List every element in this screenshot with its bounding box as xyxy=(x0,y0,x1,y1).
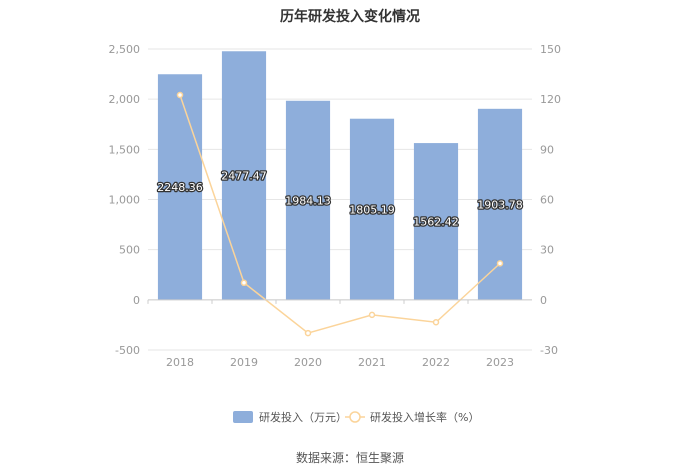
x-tick-label: 2022 xyxy=(422,356,450,369)
bar-value-label-outline: 2477.47 xyxy=(221,170,267,183)
x-tick-label: 2019 xyxy=(230,356,258,369)
bar-value-label-outline: 2248.36 xyxy=(157,181,203,194)
x-tick-label: 2018 xyxy=(166,356,194,369)
line-point xyxy=(240,279,248,287)
bar xyxy=(349,118,395,300)
legend-line-label: 研发投入增长率（%） xyxy=(370,410,479,424)
right-tick-label: 30 xyxy=(540,244,554,257)
bar-value-label: 2477.47 xyxy=(221,170,267,183)
legend-bar-swatch xyxy=(233,411,253,423)
bar xyxy=(221,51,267,300)
legend-bar-label: 研发投入（万元） xyxy=(259,410,347,424)
line-series xyxy=(176,91,504,337)
bar xyxy=(285,100,331,300)
bar-value-label-outline: 1903.78 xyxy=(477,198,523,211)
bar-value-label: 1562.42 xyxy=(413,215,459,228)
bar-value-label-outline: 1562.42 xyxy=(413,215,459,228)
gridlines xyxy=(148,48,532,351)
bar-value-label-outline: 1805.19 xyxy=(349,203,395,216)
left-tick-label: -500 xyxy=(115,344,140,357)
right-tick-label: 120 xyxy=(540,93,561,106)
right-tick-label: 0 xyxy=(540,294,547,307)
bar-value-label: 2248.36 xyxy=(157,181,203,194)
right-tick-label: 90 xyxy=(540,143,554,156)
bar-value-label: 1984.13 xyxy=(285,194,331,207)
left-tick-label: 2,000 xyxy=(109,93,141,106)
line-point xyxy=(368,311,376,319)
left-tick-label: 2,500 xyxy=(109,43,141,56)
right-tick-label: 150 xyxy=(540,43,561,56)
left-tick-label: 500 xyxy=(119,244,140,257)
line-point xyxy=(176,91,184,99)
data-labels: 2248.362248.362477.472477.471984.131984.… xyxy=(156,168,524,229)
left-tick-label: 1,000 xyxy=(109,194,141,207)
left-tick-label: 0 xyxy=(133,294,140,307)
legend-line-marker xyxy=(349,411,361,423)
legend[interactable]: 研发投入（万元） 研发投入增长率（%） xyxy=(233,410,479,424)
x-tick-label: 2021 xyxy=(358,356,386,369)
chart-title: 历年研发投入变化情况 xyxy=(280,9,420,25)
bar xyxy=(157,74,203,300)
bar-value-label-outline: 1984.13 xyxy=(285,194,331,207)
line-point xyxy=(496,260,504,267)
bar xyxy=(477,108,523,300)
bar-series xyxy=(157,51,523,300)
bar-value-label: 1805.19 xyxy=(349,203,395,216)
line-point xyxy=(432,318,440,326)
x-tick-label: 2020 xyxy=(294,356,322,369)
bar-value-label: 1903.78 xyxy=(477,198,523,211)
growth-line xyxy=(179,94,501,334)
data-source: 数据来源：恒生聚源 xyxy=(295,451,404,465)
x-tick-label: 2023 xyxy=(486,356,514,369)
right-tick-label: -30 xyxy=(540,344,558,357)
axes: -500 0 500 1,000 1,500 2,000 2,500 -30 0 30 60 90 12… xyxy=(109,43,562,369)
right-tick-label: 60 xyxy=(540,194,554,207)
bar xyxy=(413,143,459,300)
line-point xyxy=(304,329,312,337)
left-tick-label: 1,500 xyxy=(109,143,141,156)
